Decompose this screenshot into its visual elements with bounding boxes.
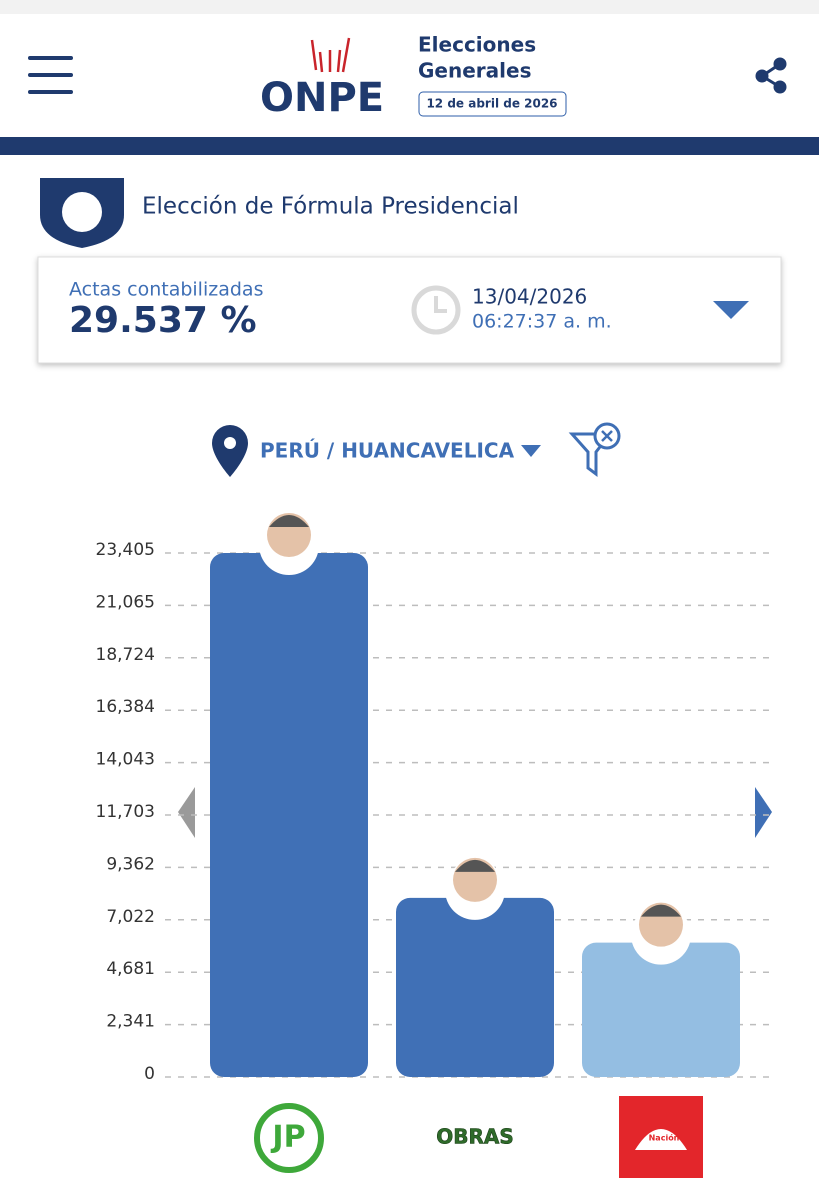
clear-filter[interactable] <box>568 422 621 477</box>
y-tick-label: 4,681 <box>106 959 155 979</box>
logo-hand <box>310 37 351 73</box>
status-card <box>37 256 782 364</box>
x-tick-label: Nación <box>649 1133 680 1143</box>
y-tick-label: 18,724 <box>96 645 155 665</box>
y-tick-label: 14,043 <box>96 750 155 770</box>
coat-of-arms-inner <box>62 192 102 232</box>
party-logo <box>254 1103 324 1173</box>
dropdown-toggle[interactable] <box>713 301 749 319</box>
x-tick-label: JP <box>270 1120 305 1155</box>
y-tick-label: 0 <box>144 1064 155 1084</box>
y-tick-label: 16,384 <box>96 697 155 717</box>
y-tick-label: 23,405 <box>96 540 155 560</box>
prev-arrow[interactable] <box>178 787 195 838</box>
y-tick-label: 7,022 <box>106 907 155 927</box>
header-line: Elecciones <box>418 33 536 57</box>
location-pin-hole <box>224 437 236 449</box>
election-date: 12 de abril de 2026 <box>426 97 557 111</box>
x-tick-label: OBRAS <box>436 1125 514 1149</box>
y-tick-label: 11,703 <box>96 802 155 822</box>
y-tick-label: 2,341 <box>106 1012 155 1032</box>
share-button[interactable] <box>755 57 787 94</box>
location[interactable]: PERÚ / HUANCAVELICA <box>260 439 515 463</box>
bar <box>396 897 554 1077</box>
header-line: Generales <box>418 59 531 83</box>
logo: ONPE <box>260 75 384 121</box>
status-time: 06:27:37 a. m. <box>472 311 612 333</box>
candidate-hair <box>269 515 309 527</box>
location-pin <box>212 425 248 477</box>
menu-button[interactable] <box>28 56 73 94</box>
status-label: Actas contabilizadas <box>69 279 263 301</box>
clock-hands <box>434 296 447 313</box>
status-date: 13/04/2026 <box>472 285 587 309</box>
bar <box>582 942 740 1077</box>
y-tick-label: 21,065 <box>96 592 155 612</box>
candidate-hair <box>641 904 681 917</box>
bar <box>210 553 368 1077</box>
date-box <box>418 91 567 117</box>
status-percent: 29.537 % <box>69 300 257 341</box>
status-strip <box>0 0 819 14</box>
header-bar <box>0 137 819 155</box>
chart: 0 2,341 4,681 7,022 9,362 11,703 14,043 16,384 1… <box>96 513 775 1178</box>
clock-icon <box>411 285 461 335</box>
candidate-hair <box>455 859 495 872</box>
next-arrow[interactable] <box>755 787 772 838</box>
section-title: Elección de Fórmula Presidencial <box>142 194 519 220</box>
y-tick-label: 9,362 <box>106 854 155 874</box>
party-logo-helmet <box>635 1129 687 1150</box>
location-dropdown[interactable] <box>521 445 541 457</box>
